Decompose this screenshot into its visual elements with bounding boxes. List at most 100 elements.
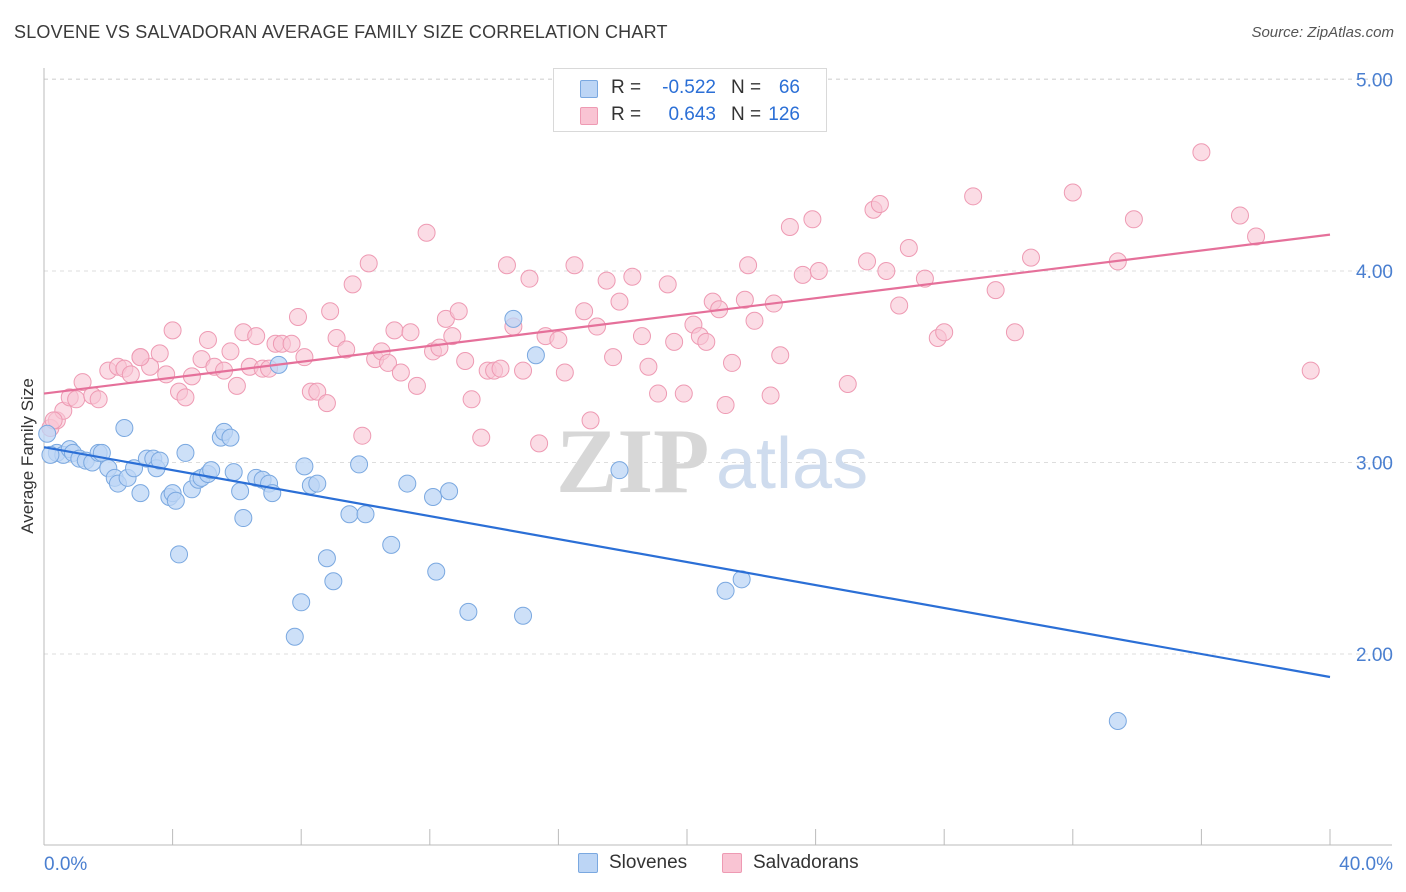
salvadoran-point — [530, 434, 549, 453]
tick-labels: 2.00 3.00 4.00 5.00 0.0% 40.0% — [44, 71, 1393, 876]
salvadoran-point — [379, 353, 398, 372]
salvadoran-point — [1005, 323, 1024, 342]
salvadoran-point — [520, 269, 539, 288]
x-tick-label: 40.0% — [1339, 854, 1393, 875]
legend-swatch-pink — [580, 107, 598, 125]
salvadoran-point — [858, 252, 877, 271]
salvadoran-point — [565, 256, 584, 275]
y-tick-label: 4.00 — [1356, 262, 1393, 283]
salvadorans-points — [41, 143, 1320, 453]
salvadoran-point — [462, 390, 481, 409]
salvadoran-point — [838, 374, 857, 393]
salvadoran-point — [1063, 183, 1082, 202]
salvadoran-point — [227, 376, 246, 395]
salvadoran-point — [497, 256, 516, 275]
salvadoran-point — [964, 187, 983, 206]
slovene-point — [440, 482, 459, 501]
salvadoran-point — [198, 330, 217, 349]
salvadoran-point — [417, 223, 436, 242]
salvadoran-point — [549, 330, 568, 349]
slovene-point — [150, 451, 169, 470]
legend-label-slovenes: Slovenes — [609, 852, 688, 873]
y-axis-label: Average Family Size — [18, 378, 37, 534]
salvadoran-point — [716, 396, 735, 415]
salvadoran-point — [658, 275, 677, 294]
salvadoran-point — [353, 426, 372, 445]
y-tick-label: 2.00 — [1356, 645, 1393, 666]
slovene-point — [202, 461, 221, 480]
chart-source: Source: ZipAtlas.com — [1251, 24, 1394, 41]
slovene-point — [317, 549, 336, 568]
legend-label-salvadorans: Salvadorans — [753, 852, 859, 873]
salvadoran-point — [121, 365, 140, 384]
slovene-point — [610, 461, 629, 480]
slovene-point — [115, 419, 134, 438]
salvadoran-point — [401, 323, 420, 342]
salvadoran-point — [1301, 361, 1320, 380]
slovene-point — [285, 627, 304, 646]
salvadoran-point — [337, 340, 356, 359]
salvadoran-point — [632, 327, 651, 346]
salvadoran-point — [1124, 210, 1143, 229]
salvadoran-point — [870, 194, 889, 213]
salvadoran-point — [1230, 206, 1249, 225]
salvadoran-point — [649, 384, 668, 403]
salvadoran-point — [157, 365, 176, 384]
salvadoran-point — [327, 329, 346, 348]
slovene-point — [224, 463, 243, 482]
slovene-point — [398, 474, 417, 493]
salvadoran-point — [739, 256, 758, 275]
salvadoran-point — [321, 302, 340, 321]
salvadoran-point — [610, 292, 629, 311]
slovene-point — [295, 457, 314, 476]
slovene-point — [41, 445, 60, 464]
salvadoran-point — [131, 348, 150, 367]
legend-row-slovenes: R = -0.522 N = 66 — [554, 75, 826, 101]
slovene-point — [131, 484, 150, 503]
legend-r-label: R = — [611, 104, 642, 125]
salvadoran-point — [935, 323, 954, 342]
x-tick-label: 0.0% — [44, 854, 87, 875]
slovene-point — [176, 443, 195, 462]
salvadoran-point — [697, 332, 716, 351]
salvadoran-point — [575, 302, 594, 321]
watermark-atlas: atlas — [716, 424, 868, 504]
slovene-point — [340, 505, 359, 524]
salvadoran-point — [623, 267, 642, 286]
salvadoran-point — [877, 262, 896, 280]
correlation-legend: R = -0.522 N = 66 R = 0.643 N = 126 — [553, 68, 827, 132]
slovene-point — [716, 581, 735, 600]
salvadoran-point — [674, 384, 693, 403]
salvadoran-point — [745, 311, 764, 330]
salvadoran-point — [899, 239, 918, 258]
salvadoran-point — [385, 321, 404, 340]
salvadoran-point — [282, 334, 301, 353]
slovene-point — [459, 602, 478, 621]
salvadoran-point — [761, 386, 780, 405]
salvadoran-point — [317, 394, 336, 413]
slovene-point — [427, 562, 446, 581]
salvadoran-point — [1022, 248, 1041, 267]
salvadoran-point — [780, 217, 799, 236]
salvadoran-point — [604, 348, 623, 367]
salvadorans-trend-line — [43, 233, 1331, 395]
salvadoran-point — [359, 254, 378, 273]
legend-r-value: -0.522 — [662, 77, 716, 98]
slovene-point — [170, 545, 189, 564]
salvadoran-point — [771, 346, 790, 365]
salvadoran-point — [472, 428, 491, 447]
watermark-zip: ZIP — [556, 410, 709, 512]
salvadoran-point — [89, 390, 108, 409]
legend-n-value: 66 — [778, 77, 800, 98]
salvadoran-point — [443, 327, 462, 346]
salvadoran-point — [73, 373, 92, 392]
slovene-point — [234, 509, 253, 528]
legend-swatch-blue — [580, 80, 598, 98]
slovene-point — [221, 428, 240, 447]
legend-n-label: N = — [731, 104, 762, 125]
salvadoran-point — [176, 388, 195, 407]
salvadoran-point — [407, 376, 426, 395]
y-tick-label: 5.00 — [1356, 71, 1393, 92]
trend-lines — [43, 233, 1331, 679]
slovene-point — [231, 482, 250, 501]
